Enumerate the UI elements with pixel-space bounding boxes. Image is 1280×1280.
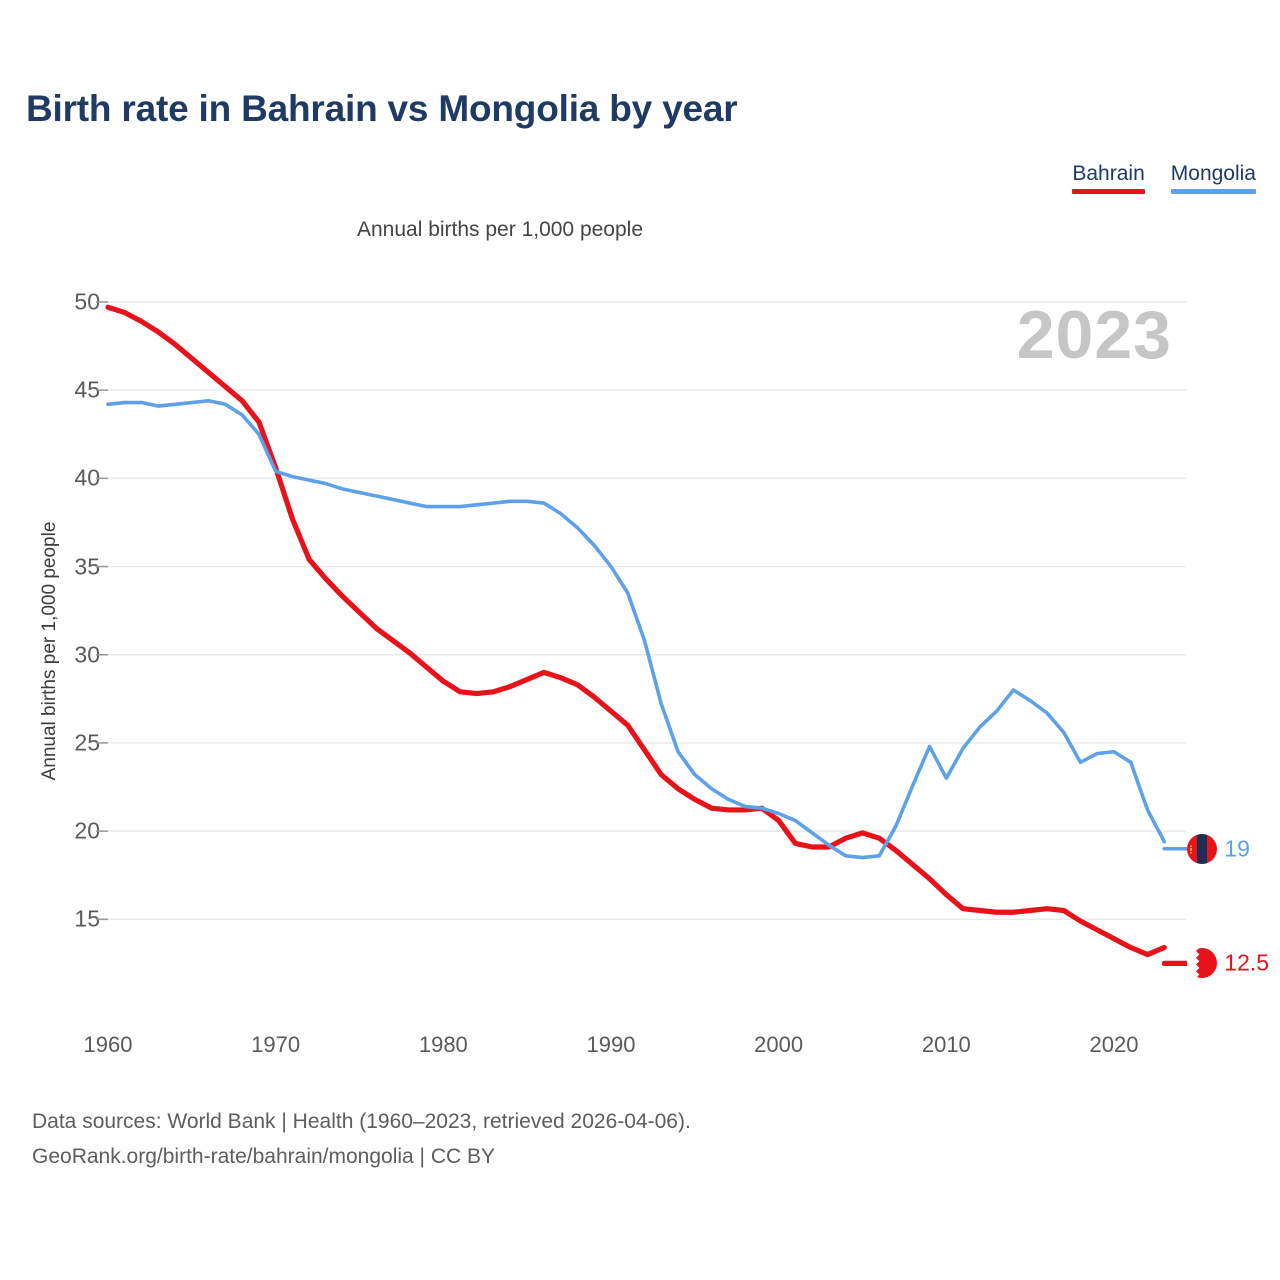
legend-swatch-mongolia (1170, 189, 1256, 194)
legend-label-bahrain: Bahrain (1072, 162, 1145, 185)
legend: Bahrain Mongolia (1072, 162, 1256, 194)
y-tick-label-20: 20 (74, 817, 100, 844)
footer: Data sources: World Bank | Health (1960–… (32, 1104, 691, 1174)
footer-attribution: GeoRank.org/birth-rate/bahrain/mongolia … (32, 1145, 496, 1168)
x-tick-label-1970: 1970 (251, 1032, 301, 1057)
legend-item-bahrain[interactable]: Bahrain (1072, 162, 1145, 194)
y-axis-ticks: 15 20 25 30 35 40 45 50 (30, 0, 100, 1280)
chart-subtitle: Annual births per 1,000 people (356, 218, 644, 241)
x-tick-label-2010: 2010 (921, 1032, 971, 1057)
y-tick-label-15: 15 (74, 905, 100, 932)
x-tick-label-1990: 1990 (586, 1032, 636, 1057)
bahrain-end-value-label: 12.5 (1224, 949, 1270, 976)
page-title: Birth rate in Bahrain vs Mongolia by yea… (26, 88, 738, 129)
y-tick-label-45: 45 (74, 376, 100, 403)
legend-swatch-bahrain (1072, 189, 1145, 194)
y-tick-label-25: 25 (74, 729, 100, 756)
series-line-mongolia (106, 398, 1167, 860)
footer-data-sources: Data sources: World Bank | Health (1960–… (32, 1110, 691, 1133)
mongolia-flag-marker (1187, 833, 1218, 864)
x-tick-label-1980: 1980 (418, 1032, 468, 1057)
y-tick-label-30: 30 (74, 641, 100, 668)
watermark-year: 2023 (1016, 297, 1172, 373)
mongolia-end-value-label: 19 (1224, 835, 1250, 862)
y-tick-label-40: 40 (74, 464, 100, 491)
series-line-bahrain (105, 304, 1167, 958)
x-tick-label-2020: 2020 (1089, 1032, 1139, 1057)
x-tick-label-2000: 2000 (754, 1032, 804, 1057)
y-tick-label-50: 50 (74, 288, 100, 315)
legend-item-mongolia[interactable]: Mongolia (1170, 162, 1256, 194)
x-tick-label-1960: 1960 (83, 1032, 133, 1057)
legend-label-mongolia: Mongolia (1170, 162, 1256, 185)
y-tick-label-35: 35 (74, 553, 100, 580)
bahrain-flag-marker (1187, 948, 1218, 979)
